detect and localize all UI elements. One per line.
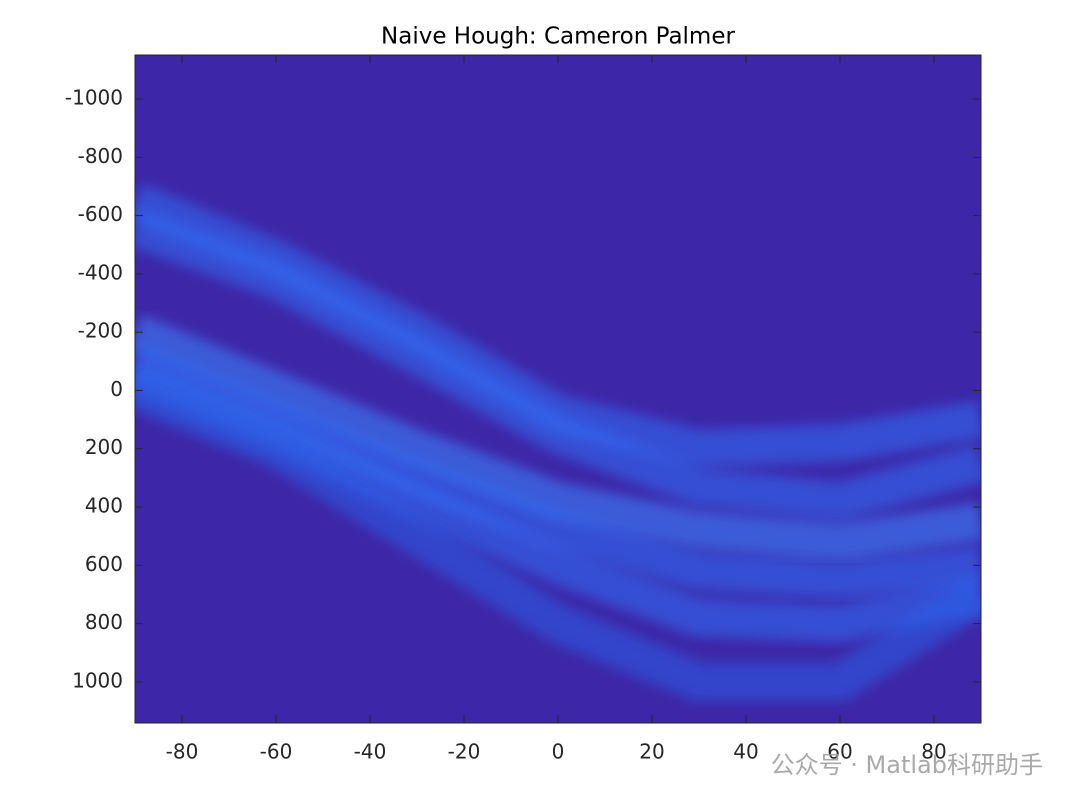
y-tick-label: 600 [85,552,123,576]
x-tick-label: -40 [354,740,387,764]
hough-band [135,209,981,521]
x-tick-label: -20 [448,740,481,764]
x-tick-label: 20 [639,740,664,764]
watermark: 公众号 · Matlab科研助手 [771,751,1043,779]
y-tick-label: 1000 [72,668,123,692]
y-tick-label: -200 [78,319,123,343]
x-tick-label: 40 [733,740,758,764]
y-tick-label: 800 [85,610,123,634]
y-tick-label: -1000 [65,86,123,110]
y-tick-label: 200 [85,435,123,459]
x-tick-label: -60 [260,740,293,764]
y-tick-label: -400 [78,260,123,284]
x-tick-label: 80 [921,740,946,764]
y-tick-label: -600 [78,202,123,226]
chart-title: Naive Hough: Cameron Palmer [381,24,735,50]
y-tick-label: 0 [110,377,123,401]
hough-band [135,314,981,562]
x-tick-label: 60 [827,740,852,764]
hough-band [135,372,981,701]
bands [135,183,981,701]
y-tick-label: 400 [85,494,123,518]
x-tick-label: -80 [166,740,199,764]
y-tick-label: -800 [78,144,123,168]
x-tick-label: 0 [552,740,565,764]
